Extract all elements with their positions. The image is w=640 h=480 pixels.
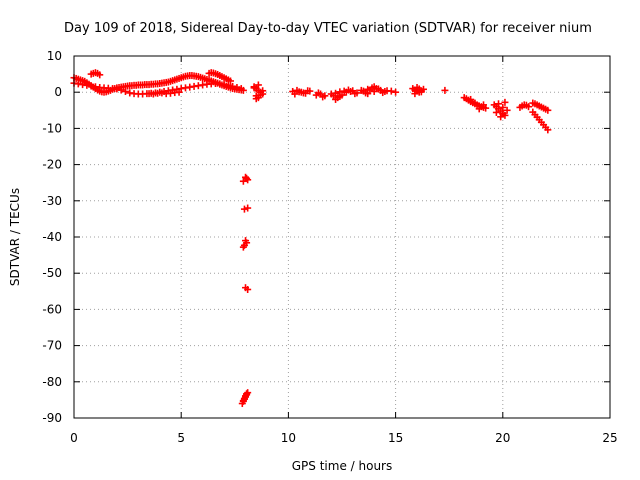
- data-point: [314, 89, 322, 97]
- data-point: [329, 92, 337, 100]
- data-point: [257, 91, 265, 99]
- data-point: [492, 108, 500, 116]
- x-tick-label: 25: [602, 431, 617, 445]
- x-tick-labels: 0 5 10 15 20 25: [70, 431, 617, 445]
- y-tick-label: -50: [42, 266, 62, 280]
- x-tick-label: 5: [177, 431, 185, 445]
- y-tick-label: 10: [47, 49, 62, 63]
- data-point: [441, 86, 449, 94]
- data-point: [544, 126, 552, 134]
- data-point: [239, 243, 247, 251]
- data-point: [259, 87, 267, 95]
- y-tick-label: 0: [54, 85, 62, 99]
- data-point: [304, 87, 312, 95]
- x-tick-label: 0: [70, 431, 78, 445]
- data-point: [244, 176, 252, 184]
- data-point: [252, 95, 260, 103]
- y-tick-label: -10: [42, 121, 62, 135]
- data-point: [113, 85, 121, 93]
- data-point: [233, 83, 241, 91]
- x-tick-label: 10: [281, 431, 296, 445]
- data-point: [121, 87, 129, 95]
- data-point: [96, 71, 104, 79]
- data-point: [240, 205, 248, 213]
- data-point: [319, 93, 327, 101]
- data-point: [117, 86, 125, 94]
- data-point: [503, 106, 511, 114]
- data-point: [392, 88, 400, 96]
- chart-title: Day 109 of 2018, Sidereal Day-to-day VTE…: [64, 21, 592, 36]
- x-tick-label: 20: [495, 431, 510, 445]
- data-point: [411, 90, 419, 98]
- x-axis-label: GPS time / hours: [292, 459, 393, 473]
- y-tick-labels: 10 0 -10 -20 -30 -40 -50 -60 -70 -80 -90: [42, 49, 62, 425]
- data-point: [387, 87, 395, 95]
- y-tick-label: -60: [42, 302, 62, 316]
- data-point: [525, 103, 533, 111]
- grid-lines: [74, 56, 610, 418]
- data-point: [499, 110, 507, 118]
- data-point: [475, 105, 483, 113]
- x-tick-label: 15: [388, 431, 403, 445]
- data-point: [295, 88, 303, 96]
- data-point: [229, 82, 237, 90]
- y-tick-label: -80: [42, 375, 62, 389]
- data-point: [227, 77, 235, 85]
- plot-frame: [73, 55, 611, 419]
- data-point: [370, 87, 378, 95]
- data-point: [499, 103, 507, 111]
- data-point: [467, 95, 475, 103]
- y-tick-label: -30: [42, 194, 62, 208]
- data-point: [336, 93, 344, 101]
- data-point: [347, 87, 355, 95]
- data-point: [379, 89, 387, 97]
- data-point: [544, 106, 552, 114]
- data-point: [417, 88, 425, 96]
- y-tick-label: -70: [42, 339, 62, 353]
- data-point: [332, 95, 340, 103]
- data-point: [471, 99, 479, 107]
- data-point: [237, 85, 245, 93]
- data-point: [495, 100, 503, 108]
- data-point: [175, 88, 183, 96]
- data-point: [366, 86, 374, 94]
- data-point: [254, 81, 262, 89]
- y-tick-label: -90: [42, 411, 62, 425]
- data-points: [70, 69, 552, 408]
- data-point: [374, 85, 382, 93]
- data-point: [239, 177, 247, 185]
- data-point: [244, 285, 252, 293]
- data-point: [480, 101, 488, 109]
- data-point: [243, 390, 251, 398]
- data-point: [244, 204, 252, 212]
- y-tick-label: -40: [42, 230, 62, 244]
- data-point: [351, 90, 359, 98]
- y-axis-label: SDTVAR / TECUs: [8, 188, 22, 286]
- data-point: [364, 90, 372, 98]
- data-point: [250, 84, 258, 92]
- y-tick-label: -20: [42, 158, 62, 172]
- data-point: [291, 90, 299, 98]
- data-point: [299, 89, 307, 97]
- data-point: [501, 98, 509, 106]
